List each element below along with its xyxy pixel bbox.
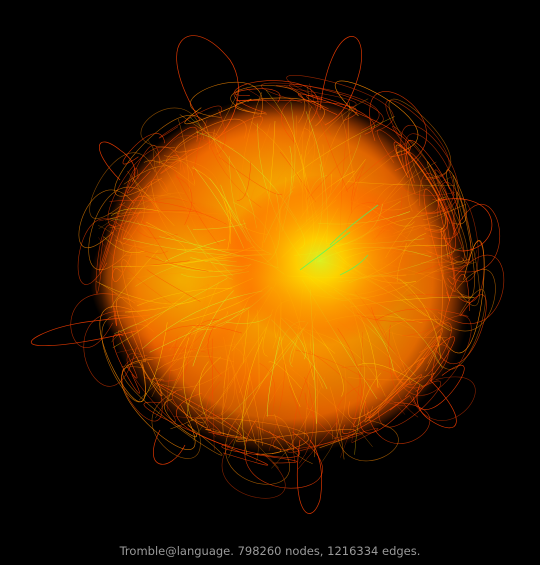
- graph-caption: Tromble@language. 798260 nodes, 1216334 …: [0, 541, 540, 561]
- graph-visualization: [0, 0, 540, 540]
- graph-drawing: [0, 0, 540, 540]
- edge-loop: [153, 430, 185, 464]
- graph-core-cluster: [225, 175, 415, 345]
